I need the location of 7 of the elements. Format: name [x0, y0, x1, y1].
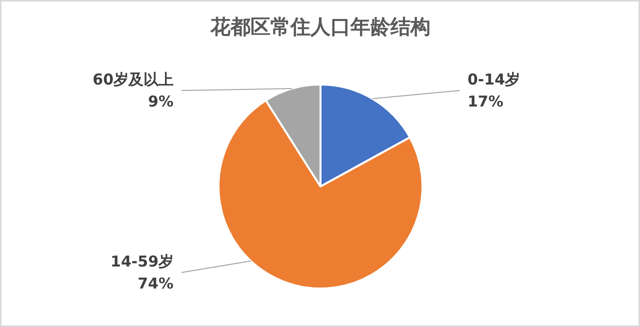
slice-label: 60岁及以上: [92, 70, 174, 89]
data-label: 74%: [138, 274, 174, 292]
slice-label: 14-59岁: [110, 252, 174, 271]
chart-title: 花都区常住人口年龄结构: [210, 14, 430, 38]
slice-label: 0-14岁: [468, 70, 520, 89]
data-label: 17%: [468, 92, 504, 110]
data-label: 9%: [148, 92, 174, 110]
